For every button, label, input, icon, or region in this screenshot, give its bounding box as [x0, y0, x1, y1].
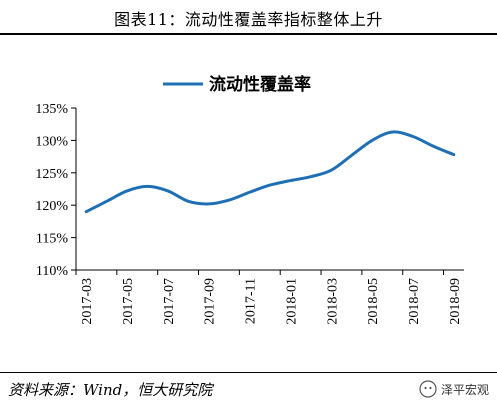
wechat-icon: [419, 380, 437, 398]
chart-title: 图表11：流动性覆盖率指标整体上升: [114, 10, 383, 29]
y-axis: 110% 115% 120% 125% 130% 135%: [35, 102, 77, 279]
source-note: 资料来源：Wind，恒大研究院: [8, 381, 213, 399]
x-axis: 2017-03 2017-05 2017-07 2017-09 2017-11 2018-…: [75, 269, 464, 325]
x-tick-label: 2017-03: [80, 278, 95, 325]
y-tick-label: 135%: [35, 102, 68, 117]
x-tick-label: 2017-09: [203, 278, 218, 325]
y-tick-label: 130%: [35, 134, 68, 149]
y-tick-label: 125%: [35, 167, 68, 182]
x-tick-label: 2017-11: [244, 278, 259, 324]
source-rule: [0, 372, 497, 373]
y-tick-label: 115%: [36, 232, 68, 247]
brand-mark: 泽平宏观: [419, 380, 489, 398]
x-tick-label: 2018-01: [284, 278, 299, 325]
line-chart: 流动性覆盖率 110%115%120%125%130%135% 2017-03 2…: [35, 74, 464, 325]
x-tick-label: 2018-05: [366, 278, 381, 325]
series-line: [84, 130, 456, 214]
y-tick-label: 120%: [35, 199, 68, 214]
x-tick-label: 2017-05: [121, 278, 136, 325]
x-tick-label: 2017-07: [162, 278, 177, 325]
legend: 流动性覆盖率: [163, 74, 311, 95]
y-tick-label: 110%: [36, 264, 68, 279]
legend-label: 流动性覆盖率: [209, 74, 311, 95]
brand-name: 泽平宏观: [440, 382, 489, 397]
title-rule: [0, 33, 497, 35]
x-tick-label: 2018-03: [325, 278, 340, 325]
x-tick-label: 2018-09: [448, 278, 463, 325]
x-tick-label: 2018-07: [407, 278, 422, 325]
